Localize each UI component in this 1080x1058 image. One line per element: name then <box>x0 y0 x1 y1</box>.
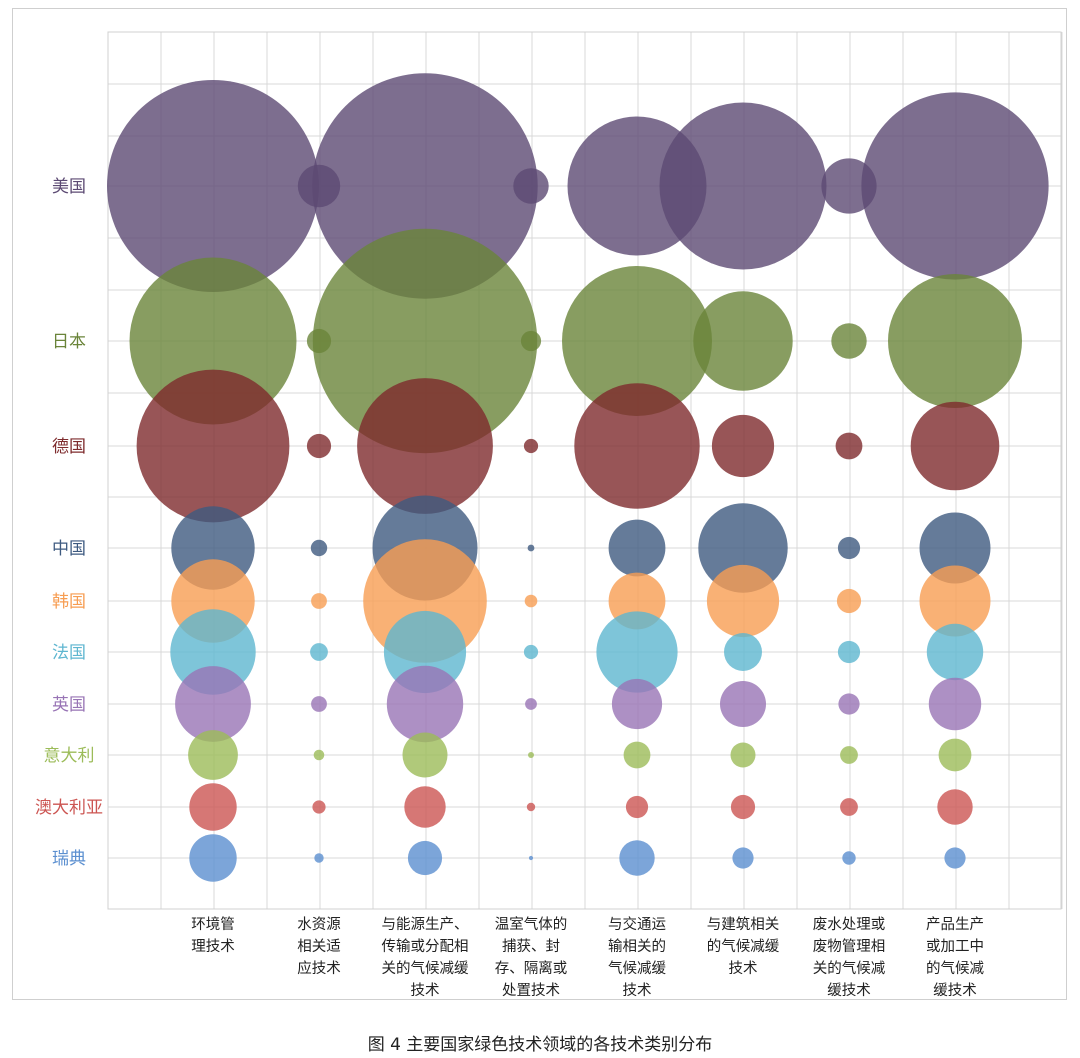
bubbles <box>107 73 1049 882</box>
bubble <box>659 102 827 270</box>
chart-frame: 美国日本德国中国韩国法国英国意大利澳大利亚瑞典环境管理技术 水资源相关适应技术 与能… <box>12 8 1067 1000</box>
bubble <box>835 432 863 460</box>
bubble <box>732 847 754 869</box>
bubble <box>861 92 1049 280</box>
bubble <box>528 752 534 758</box>
bubble <box>938 738 972 772</box>
bubble <box>525 698 537 710</box>
bubble <box>730 794 756 820</box>
y-tick-label: 美国 <box>52 177 86 197</box>
bubble <box>188 730 238 780</box>
y-tick-label: 意大利 <box>44 746 95 766</box>
bubble <box>910 401 1000 491</box>
x-tick-label: 环境管理技术 <box>191 915 235 955</box>
bubble <box>720 681 766 727</box>
bubble <box>574 383 700 509</box>
bubble <box>311 696 327 712</box>
x-tick-label: 水资源相关适应技术 <box>297 916 341 977</box>
bubble <box>596 611 678 693</box>
bubble <box>313 749 325 761</box>
bubble <box>407 840 443 876</box>
bubble <box>937 789 973 825</box>
bubble <box>386 665 464 743</box>
bubble <box>528 855 534 861</box>
bubble <box>711 414 775 478</box>
y-tick-label: 韩国 <box>52 592 86 612</box>
bubble <box>526 802 536 812</box>
y-tick-label: 澳大利亚 <box>35 798 103 818</box>
bubble <box>520 330 542 352</box>
x-tick-label: 废水处理或废物管理相关的气候减缓技术 <box>813 916 886 999</box>
bubble <box>311 593 327 609</box>
x-tick-label: 与能源生产、传输或分配相关的气候减缓技术 <box>382 916 469 999</box>
bubble <box>698 503 788 593</box>
y-tick-label: 德国 <box>52 437 86 457</box>
x-tick-label: 温室气体的捕获、封存、隔离或处置技术 <box>495 916 568 999</box>
bubble <box>527 544 535 552</box>
plot-border <box>107 31 1062 910</box>
bubble <box>706 564 780 638</box>
bubble <box>312 800 326 814</box>
bubble <box>513 168 549 204</box>
bubble <box>919 565 991 637</box>
bubble <box>189 783 237 831</box>
bubble <box>888 274 1022 408</box>
bubble <box>944 847 966 869</box>
bubble <box>357 378 493 514</box>
bubble <box>312 228 538 454</box>
bubble <box>926 623 984 681</box>
bubble <box>838 693 860 715</box>
bubble <box>840 798 858 816</box>
bubble <box>625 795 649 819</box>
bubble <box>523 438 539 454</box>
x-tick-label: 与建筑相关的气候减缓技术 <box>707 916 780 977</box>
bubble <box>524 594 538 608</box>
bubble <box>523 644 539 660</box>
bubble <box>136 369 290 523</box>
figure-caption: 图 4 主要国家绿色技术领域的各技术类别分布 <box>367 1035 713 1055</box>
bubble <box>310 539 328 557</box>
bubble <box>404 786 446 828</box>
bubble <box>619 840 655 876</box>
bubble <box>837 536 861 560</box>
bubble <box>107 80 319 292</box>
bubble <box>724 633 762 671</box>
bubble <box>314 853 324 863</box>
y-tick-label: 瑞典 <box>52 849 86 869</box>
bubble <box>623 741 651 769</box>
bubble <box>175 666 251 742</box>
bubble <box>837 640 861 664</box>
bubble <box>836 588 862 614</box>
bubble <box>831 323 867 359</box>
x-tick-label: 产品生产或加工中的气候减缓技术 <box>926 916 984 999</box>
bubble <box>402 732 448 778</box>
bubble <box>608 519 666 577</box>
y-tick-label: 英国 <box>52 695 86 715</box>
x-tick-label: 与交通运输相关的气候减缓技术 <box>608 915 666 999</box>
bubble <box>312 73 538 299</box>
bubble <box>189 834 237 882</box>
bubble <box>306 433 332 459</box>
bubble <box>562 266 712 416</box>
bubble <box>310 643 328 661</box>
bubble <box>693 291 793 391</box>
bubble <box>928 677 982 731</box>
bubble <box>611 678 663 730</box>
bubble <box>730 742 756 768</box>
bubble <box>842 851 856 865</box>
bubble <box>840 746 858 764</box>
y-tick-label: 中国 <box>52 539 86 559</box>
y-tick-label: 日本 <box>52 332 86 352</box>
bubble <box>919 512 991 584</box>
y-tick-label: 法国 <box>52 643 86 663</box>
